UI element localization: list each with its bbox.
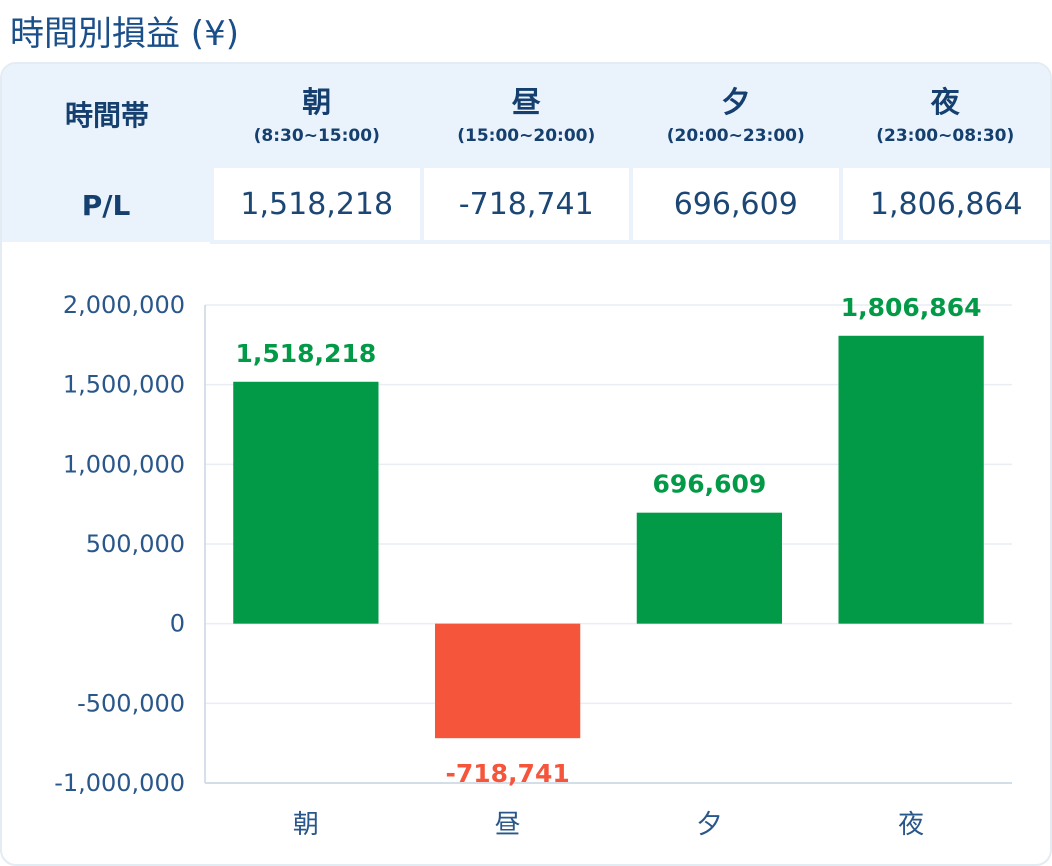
period-label: 朝 bbox=[302, 85, 332, 119]
data-label: -718,741 bbox=[446, 759, 570, 788]
data-label: 1,806,864 bbox=[841, 293, 982, 322]
period-range: (23:00~08:30) bbox=[876, 126, 1015, 146]
period-header-evening: 夕 (20:00~23:00) bbox=[631, 64, 841, 168]
pl-value-daytime: -718,741 bbox=[419, 168, 631, 244]
x-tick-label: 夜 bbox=[898, 810, 924, 840]
period-header-morning: 朝 (8:30~15:00) bbox=[212, 64, 422, 168]
data-label: 696,609 bbox=[652, 470, 766, 499]
y-tick-label: 0 bbox=[170, 610, 185, 638]
period-range: (15:00~20:00) bbox=[457, 126, 596, 146]
y-tick-label: 500,000 bbox=[86, 530, 185, 558]
data-label: 1,518,218 bbox=[235, 339, 376, 368]
page-title: 時間別損益 (¥) bbox=[10, 14, 239, 54]
x-tick-label: 昼 bbox=[495, 810, 521, 840]
y-tick-label: 2,000,000 bbox=[63, 291, 185, 319]
pl-summary-table: 時間帯 朝 (8:30~15:00) 昼 (15:00~20:00) 夕 (20… bbox=[2, 64, 1050, 244]
period-range: (8:30~15:00) bbox=[253, 126, 380, 146]
period-label: 夜 bbox=[930, 85, 960, 119]
y-tick-label: -1,000,000 bbox=[54, 769, 185, 797]
period-label: 夕 bbox=[721, 85, 751, 119]
period-header-row: 時間帯 朝 (8:30~15:00) 昼 (15:00~20:00) 夕 (20… bbox=[2, 64, 1050, 168]
bar-2 bbox=[434, 623, 581, 739]
period-header-night: 夜 (23:00~08:30) bbox=[840, 64, 1050, 168]
pl-value-evening: 696,609 bbox=[629, 168, 841, 244]
row-header-period-label: 時間帯 bbox=[64, 99, 149, 132]
y-tick-label: 1,000,000 bbox=[63, 450, 185, 478]
x-tick-label: 朝 bbox=[293, 810, 319, 840]
pl-value-night: 1,806,864 bbox=[838, 168, 1050, 244]
y-tick-label: 1,500,000 bbox=[63, 371, 185, 399]
period-label: 昼 bbox=[511, 85, 541, 119]
pl-row: P/L 1,518,218 -718,741 696,609 1,806,864 bbox=[2, 168, 1050, 244]
bar-4 bbox=[838, 335, 984, 624]
row-header-period: 時間帯 bbox=[2, 64, 212, 168]
pl-row-label: P/L bbox=[2, 168, 212, 242]
period-range: (20:00~23:00) bbox=[666, 126, 805, 146]
pl-value-morning: 1,518,218 bbox=[210, 168, 422, 244]
y-tick-label: -500,000 bbox=[77, 689, 185, 717]
bar-1 bbox=[233, 381, 379, 624]
pl-bar-chart: 2,000,000 1,500,000 1,000,000 500,000 0 -500,… bbox=[54, 291, 1012, 840]
bar-3 bbox=[636, 512, 783, 624]
pl-card: 時間帯 朝 (8:30~15:00) 昼 (15:00~20:00) 夕 (20… bbox=[0, 62, 1052, 866]
period-header-daytime: 昼 (15:00~20:00) bbox=[421, 64, 631, 168]
x-tick-label: 夕 bbox=[696, 810, 722, 840]
